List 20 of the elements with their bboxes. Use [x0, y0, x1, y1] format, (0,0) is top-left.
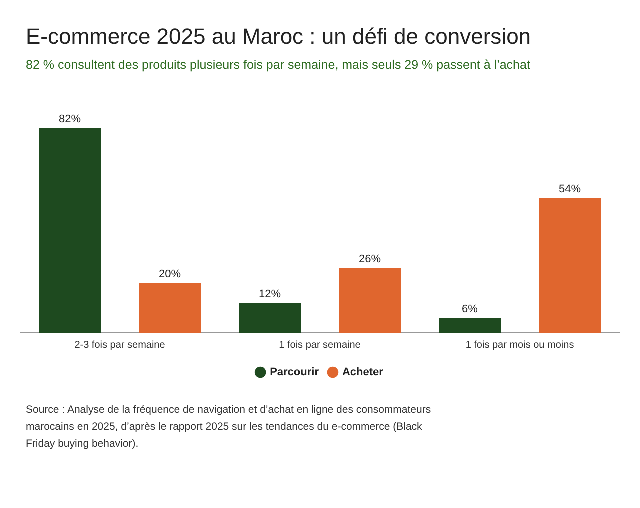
legend-label: Parcourir	[270, 366, 320, 379]
data-label: 6%	[462, 304, 478, 316]
source-note: Source : Analyse de la fréquence de navigation et d’achat en ligne des consommateurs marocains en 2025, d’après le rapport 2025 sur les tendances du e-commerce (Black Friday buying behavior).	[26, 403, 432, 452]
bar	[339, 268, 401, 333]
bar	[439, 318, 501, 333]
x-tick-label: 1 fois par semaine	[279, 340, 362, 351]
data-label: 82%	[58, 114, 82, 126]
bar	[539, 198, 601, 333]
data-label: 54%	[558, 184, 582, 196]
bar	[239, 303, 301, 333]
chart-title: E-commerce 2025 au Maroc : un défi de conversion	[26, 24, 532, 50]
chart-subtitle: 82 % consultent des produits plusieurs fois par semaine, mais seuls 29 % passent à l’achat	[26, 58, 532, 72]
data-label: 20%	[158, 268, 182, 281]
data-label: 12%	[258, 288, 282, 301]
bar	[139, 283, 201, 333]
bar	[39, 128, 101, 333]
x-tick-label: 2-3 fois par semaine	[74, 340, 166, 351]
legend-label: Acheter	[342, 366, 384, 379]
x-tick-label: 1 fois par mois ou moins	[466, 340, 574, 351]
data-label: 26%	[358, 254, 382, 266]
